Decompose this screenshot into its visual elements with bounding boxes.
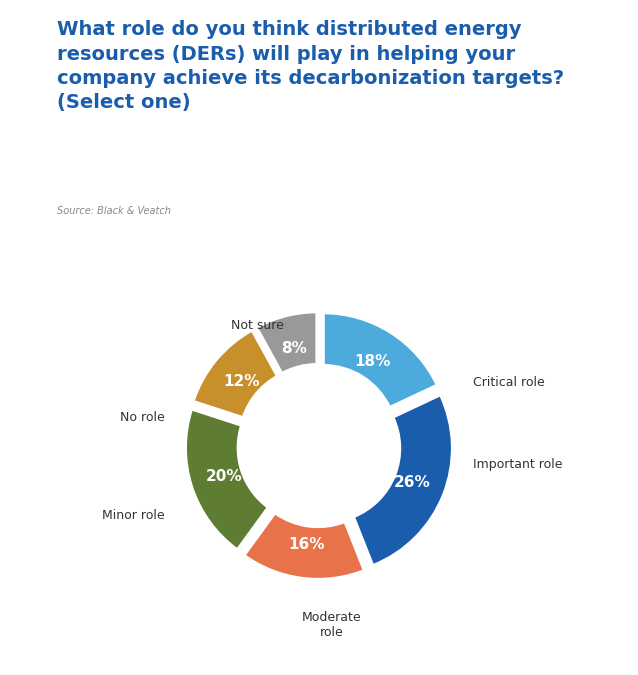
Wedge shape [256, 312, 317, 374]
Text: Important role: Important role [473, 458, 563, 471]
Text: 16%: 16% [288, 537, 325, 552]
Text: What role do you think distributed energy
resources (DERs) will play in helping : What role do you think distributed energ… [57, 20, 565, 112]
Text: 8%: 8% [281, 341, 307, 356]
Text: Source: Black & Veatch: Source: Black & Veatch [57, 206, 171, 216]
Text: Minor role: Minor role [102, 508, 165, 522]
Text: 26%: 26% [394, 475, 431, 490]
Text: Critical role: Critical role [473, 376, 545, 389]
Wedge shape [193, 330, 278, 418]
Text: 20%: 20% [205, 469, 242, 484]
Wedge shape [185, 409, 269, 550]
Wedge shape [323, 313, 438, 408]
Text: 18%: 18% [354, 354, 390, 369]
Text: Moderate
role: Moderate role [302, 612, 362, 639]
Wedge shape [353, 394, 452, 566]
Text: Not sure: Not sure [231, 319, 283, 332]
Text: No role: No role [120, 411, 165, 424]
Text: 12%: 12% [224, 374, 260, 389]
Wedge shape [244, 512, 365, 580]
